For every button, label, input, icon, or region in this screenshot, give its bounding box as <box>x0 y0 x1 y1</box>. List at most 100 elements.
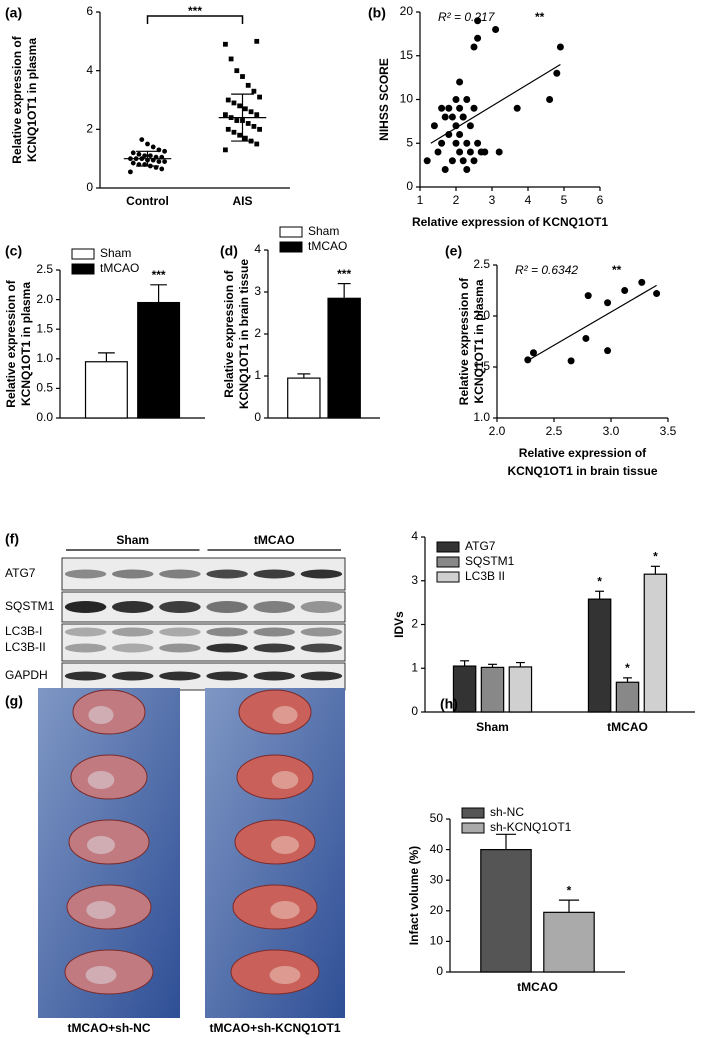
point <box>466 148 474 156</box>
legend-swatch <box>436 541 460 553</box>
y-tick-label: 2 <box>411 617 418 631</box>
row-label: LC3B-I <box>5 624 42 638</box>
brain-slice-detail <box>87 836 115 854</box>
blot-frame <box>61 557 346 591</box>
legend-swatch <box>71 248 95 260</box>
photo-label: tMCAO+sh-KCNQ1OT1 <box>209 1021 340 1035</box>
point <box>584 292 592 300</box>
point <box>127 169 133 175</box>
blot-band <box>111 671 154 681</box>
trend-line <box>525 284 657 363</box>
brain-slice-detail <box>269 966 301 984</box>
blot-band <box>300 601 343 613</box>
group-label: tMCAO <box>254 533 295 547</box>
brain-slice-detail <box>271 771 299 789</box>
x-tick-label: 5 <box>561 193 568 207</box>
point <box>474 17 482 25</box>
legend-swatch <box>436 556 460 568</box>
x-tick-label: 2 <box>453 193 460 207</box>
y-tick-label: 6 <box>86 4 93 18</box>
point <box>430 122 438 130</box>
blot-band <box>159 643 201 653</box>
point <box>604 347 612 355</box>
x-tick-label: 1 <box>417 193 424 207</box>
point <box>231 100 237 106</box>
point <box>466 122 474 130</box>
blot-frame <box>61 623 346 662</box>
point <box>159 166 165 172</box>
y-tick-label: 10 <box>400 92 414 106</box>
blot-frame <box>61 591 346 623</box>
trend-line <box>430 63 561 144</box>
point <box>423 157 431 165</box>
blot-band <box>253 643 296 653</box>
y-tick-label: 1 <box>254 368 261 382</box>
point <box>448 113 456 121</box>
bar <box>643 573 668 713</box>
legend-swatch <box>71 263 95 275</box>
point <box>237 132 243 138</box>
blot-band <box>111 601 154 613</box>
panel-letter: (d) <box>220 243 238 259</box>
blot-band <box>253 601 296 613</box>
y-axis-label: Relative expression of <box>222 269 236 397</box>
point <box>257 94 262 100</box>
blot-band <box>206 627 248 637</box>
x-tick-label: 3.5 <box>660 424 677 438</box>
significance-bracket <box>146 15 244 24</box>
bar <box>480 666 505 713</box>
point <box>147 153 153 159</box>
y-tick-label: 1.0 <box>36 351 53 365</box>
y-tick-label: 4 <box>254 242 261 256</box>
point <box>139 137 145 143</box>
point <box>234 68 240 74</box>
x-tick-label: tMCAO <box>607 720 648 734</box>
annotation: R² = 0.217 <box>438 10 496 24</box>
point <box>653 290 661 298</box>
point <box>130 150 136 156</box>
point <box>556 43 564 51</box>
point <box>524 356 532 364</box>
y-tick-label: 50 <box>430 811 444 825</box>
bar <box>615 681 640 713</box>
y-tick-label: 3 <box>411 573 418 587</box>
point <box>513 104 521 112</box>
significance: *** <box>152 268 166 282</box>
y-tick-label: 0 <box>436 964 443 978</box>
point <box>567 357 575 365</box>
blot-band <box>300 569 343 579</box>
point <box>156 159 162 165</box>
legend-swatch <box>461 822 485 834</box>
bar <box>84 361 128 419</box>
significance: * <box>567 883 572 897</box>
point <box>470 157 478 165</box>
point <box>251 88 257 94</box>
y-tick-label: 10 <box>430 934 444 948</box>
point <box>225 97 231 103</box>
row-label: SQSTM1 <box>5 599 55 613</box>
y-tick-label: 0.5 <box>36 381 53 395</box>
significance: * <box>597 574 602 588</box>
point <box>470 104 478 112</box>
row-label: LC3B-II <box>5 640 46 654</box>
point <box>240 74 245 79</box>
point <box>456 131 464 138</box>
legend-label: SQSTM1 <box>465 554 515 568</box>
y-tick-label: 1.5 <box>473 359 490 373</box>
point <box>242 106 248 112</box>
point <box>438 104 446 112</box>
x-tick-label: 3.0 <box>603 424 620 438</box>
significance: * <box>653 549 658 563</box>
point <box>223 41 228 47</box>
legend-label: tMCAO <box>100 261 139 275</box>
point <box>223 112 228 118</box>
y-tick-label: 4 <box>411 529 418 543</box>
significance: * <box>625 661 630 675</box>
panel-letter: (h) <box>440 696 458 712</box>
point <box>529 349 537 357</box>
point <box>234 118 240 123</box>
brain-slice-detail <box>86 901 116 919</box>
point <box>495 148 503 156</box>
legend-label: Sham <box>308 224 339 238</box>
